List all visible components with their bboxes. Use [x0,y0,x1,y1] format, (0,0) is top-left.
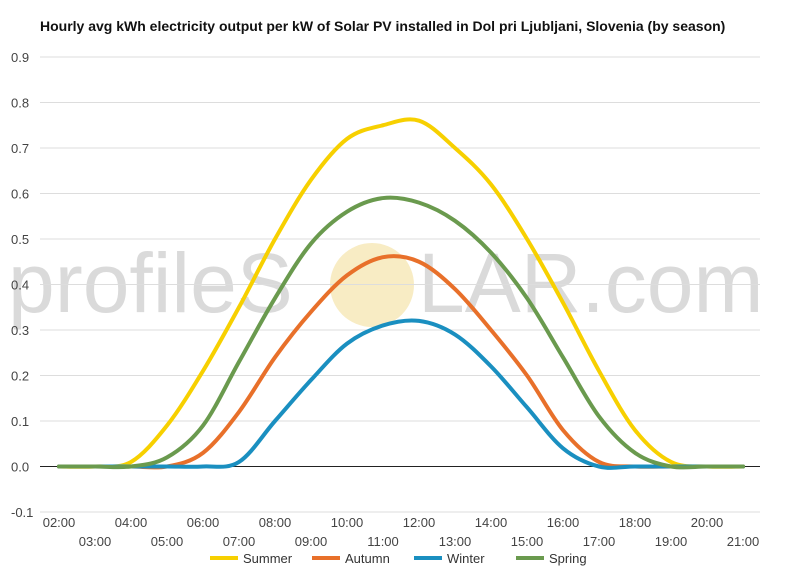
y-tick-label: -0.1 [11,505,33,520]
x-tick-label: 12:00 [403,515,436,530]
x-tick-label: 03:00 [79,534,112,549]
y-tick-label: 0.7 [11,141,29,156]
x-tick-label: 04:00 [115,515,148,530]
y-tick-label: 0.9 [11,50,29,65]
x-tick-label: 20:00 [691,515,724,530]
x-tick-label: 18:00 [619,515,652,530]
x-tick-label: 02:00 [43,515,76,530]
legend-label-spring: Spring [549,551,587,566]
x-tick-label: 07:00 [223,534,256,549]
watermark-text-right: LAR.com [418,236,763,330]
x-tick-label: 16:00 [547,515,580,530]
x-tick-label: 19:00 [655,534,688,549]
legend-label-summer: Summer [243,551,293,566]
x-tick-label: 21:00 [727,534,760,549]
x-tick-label: 10:00 [331,515,364,530]
gridlines [40,57,760,512]
x-tick-label: 17:00 [583,534,616,549]
y-tick-label: 0.8 [11,96,29,111]
y-tick-label: 0.4 [11,278,29,293]
x-tick-label: 08:00 [259,515,292,530]
x-tick-label: 05:00 [151,534,184,549]
x-tick-label: 13:00 [439,534,472,549]
watermark: profileS LAR.com [8,236,763,330]
y-tick-label: 0.0 [11,460,29,475]
y-tick-label: 0.5 [11,232,29,247]
x-tick-label: 11:00 [367,534,399,549]
x-axis: 02:0003:0004:0005:0006:0007:0008:0009:00… [43,515,760,549]
x-tick-label: 14:00 [475,515,508,530]
y-tick-label: 0.6 [11,187,29,202]
y-tick-label: 0.1 [11,414,29,429]
series-line-winter [59,320,743,467]
legend: Summer Autumn Winter Spring [210,551,587,566]
legend-label-winter: Winter [447,551,485,566]
x-tick-label: 09:00 [295,534,328,549]
x-tick-label: 06:00 [187,515,220,530]
y-tick-label: 0.2 [11,369,29,384]
y-tick-label: 0.3 [11,323,29,338]
x-tick-label: 15:00 [511,534,544,549]
legend-label-autumn: Autumn [345,551,390,566]
